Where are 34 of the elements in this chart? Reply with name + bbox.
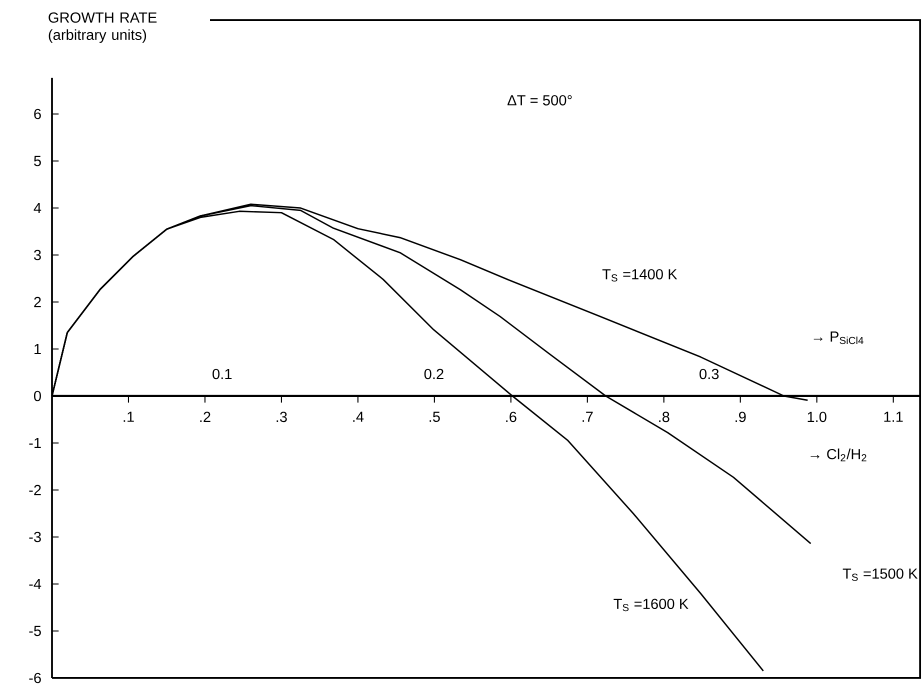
x-tick-label: .5 [430,412,440,422]
series-label: T$_{S}$ =1600 K [614,598,688,612]
annotation: 0.2 [424,368,444,380]
y-tick-label: -1 [29,438,41,448]
x-tick-label: .7 [582,412,593,422]
y-tick-label: -3 [29,532,41,542]
x-tick-label: .8 [659,412,670,422]
y-tick-label: -6 [29,672,41,684]
y-tick-label: 4 [34,202,42,214]
x-tick-label: 1.1 [884,412,903,422]
y-tick-label: 3 [34,250,41,260]
annotation: ΔT = 500° [508,95,572,106]
y-tick-label: 0 [34,390,41,402]
annotation: 0.3 [700,368,719,380]
x-tick-label: .4 [353,412,364,422]
y-tick-label: -2 [29,484,41,496]
y-tick-label: 1 [34,344,41,354]
x-tick-label: 1.0 [808,412,826,422]
text: T$_{S}$ =1400 K [602,269,678,282]
x2-axis-title: → P$_{SiCl4}$ [814,332,864,344]
text: T$_{S}$ =1500 K [842,568,918,581]
x-tick-label: .2 [200,412,210,422]
y-tick-label: 6 [34,108,41,120]
y-tick-label: -4 [29,578,42,589]
x-axis-title: → Cl$_{2}$/H$_{2}$ [810,448,866,462]
y-axis-title: GROWTH RATE (arbitrary units) [48,12,157,43]
y-tick-label: 5 [34,156,41,166]
y-tick-label: 2 [34,296,41,308]
x-tick-label: .3 [276,412,287,422]
x-tick-label: .1 [124,412,134,422]
x-tick-label: .6 [506,412,516,422]
annotation: 0.1 [212,368,232,380]
y-tick-label: -5 [29,626,41,636]
x-tick-label: .9 [736,412,746,422]
